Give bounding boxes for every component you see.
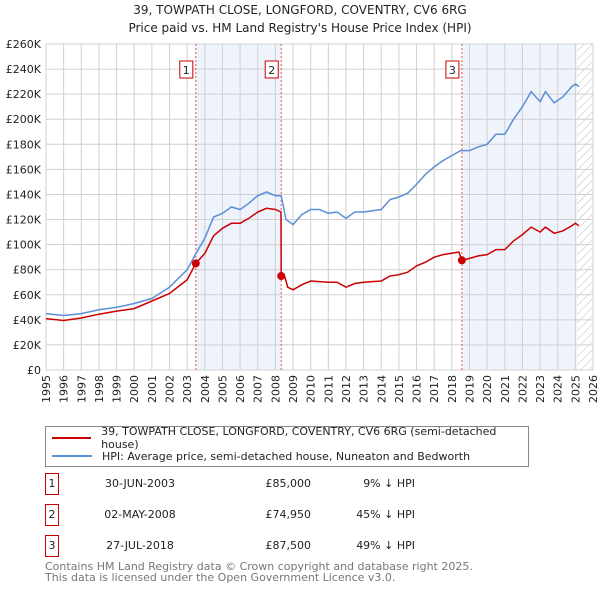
x-tick-label: 2015 <box>393 375 406 403</box>
transaction-price: £87,500 <box>265 539 312 552</box>
legend-label: HPI: Average price, semi-detached house,… <box>102 449 471 463</box>
sale-label-box <box>179 60 194 79</box>
sale-label-box <box>445 60 460 79</box>
x-tick-label: 2020 <box>481 375 494 403</box>
transaction-row: 2 02-MAY-2008 £74,950 45% ↓ HPI <box>45 504 565 526</box>
x-tick-label: 2000 <box>128 375 141 403</box>
y-tick-label: £220K <box>6 88 42 101</box>
x-tick-label: 2025 <box>569 375 582 403</box>
x-tick-label: 2004 <box>199 375 212 403</box>
sale-point <box>457 256 466 265</box>
y-tick-label: £0 <box>27 364 41 377</box>
legend: 39, TOWPATH CLOSE, LONGFORD, COVENTRY, C… <box>45 425 529 467</box>
y-tick-label: £80K <box>13 264 42 277</box>
transaction-date: 30-JUN-2003 <box>104 477 176 490</box>
legend-swatch-blue <box>52 455 92 457</box>
transaction-number: 2 <box>45 504 59 526</box>
sale-point <box>191 259 200 268</box>
sale-point <box>277 272 286 281</box>
sale-label-box <box>264 60 279 79</box>
x-tick-label: 2005 <box>216 375 229 403</box>
x-tick-label: 1998 <box>93 375 106 403</box>
y-tick-label: £120K <box>6 214 42 227</box>
x-tick-label: 2003 <box>181 375 194 403</box>
transaction-number: 1 <box>45 473 59 495</box>
x-tick-label: 2019 <box>463 375 476 403</box>
y-tick-label: £140K <box>6 188 42 201</box>
transaction-date: 02-MAY-2008 <box>104 508 176 521</box>
transaction-hpi-diff: 45% ↓ HPI <box>356 508 415 521</box>
transaction-number: 3 <box>45 535 59 557</box>
shaded-period <box>195 44 282 370</box>
x-tick-label: 1997 <box>75 375 88 403</box>
transaction-row: 3 27-JUL-2018 £87,500 49% ↓ HPI <box>45 535 565 557</box>
series-line <box>45 83 580 317</box>
footer-copyright: Contains HM Land Registry data © Crown c… <box>45 560 473 573</box>
y-tick-label: £100K <box>6 239 42 252</box>
x-tick-label: 2014 <box>375 375 388 403</box>
legend-label: 39, TOWPATH CLOSE, LONGFORD, COVENTRY, C… <box>101 425 497 451</box>
transaction-row: 1 30-JUN-2003 £85,000 9% ↓ HPI <box>45 473 565 495</box>
x-tick-label: 2006 <box>234 375 247 403</box>
x-tick-label: 2007 <box>252 375 265 403</box>
x-tick-label: 2016 <box>411 375 424 403</box>
y-tick-label: £180K <box>6 138 42 151</box>
transaction-price: £74,950 <box>265 508 312 521</box>
chart-subtitle: Price paid vs. HM Land Registry's House … <box>128 21 472 35</box>
x-tick-label: 2013 <box>358 375 371 403</box>
legend-item-property: 39, TOWPATH CLOSE, LONGFORD, COVENTRY, C… <box>52 425 528 451</box>
y-tick-label: £40K <box>13 314 42 327</box>
price-chart: £0 £20K £40K £60K £80K £100K £120K £140K £160K £1… <box>6 38 600 403</box>
y-tick-label: £160K <box>6 163 42 176</box>
x-tick-label: 1995 <box>40 375 53 403</box>
x-tick-label: 2009 <box>287 375 300 403</box>
footer-licence: This data is licensed under the Open Gov… <box>45 571 396 584</box>
transaction-price: £85,000 <box>265 477 312 490</box>
x-tick-label: 2001 <box>146 375 159 403</box>
transaction-hpi-diff: 49% ↓ HPI <box>356 539 415 552</box>
x-tick-label: 2012 <box>340 375 353 403</box>
x-tick-label: 2002 <box>164 375 177 403</box>
x-tick-label: 2010 <box>305 375 318 403</box>
chart-title: 39, TOWPATH CLOSE, LONGFORD, COVENTRY, C… <box>133 3 467 17</box>
x-tick-label: 2024 <box>552 375 565 403</box>
x-tick-label: 2021 <box>499 375 512 403</box>
legend-swatch-red <box>52 437 92 439</box>
x-tick-label: 2018 <box>446 375 459 403</box>
sale-label: 3 <box>449 64 456 77</box>
transaction-date: 27-JUL-2018 <box>106 539 174 552</box>
future-hatch-area <box>577 44 593 370</box>
sale-label: 2 <box>268 64 275 77</box>
y-tick-label: £60K <box>13 289 42 302</box>
y-tick-label: £200K <box>6 113 42 126</box>
y-tick-label: £20K <box>13 339 42 352</box>
y-tick-label: £240K <box>6 63 42 76</box>
x-tick-label: 2022 <box>516 375 529 403</box>
transaction-hpi-diff: 9% ↓ HPI <box>363 477 415 490</box>
legend-item-hpi: HPI: Average price, semi-detached house,… <box>52 448 470 464</box>
x-tick-label: 2011 <box>322 375 335 403</box>
x-tick-label: 1999 <box>111 375 124 403</box>
sale-label: 1 <box>183 64 190 77</box>
shaded-period <box>461 44 578 370</box>
y-tick-label: £260K <box>6 38 42 51</box>
x-tick-label: 1996 <box>58 375 71 403</box>
x-tick-label: 2026 <box>587 375 600 403</box>
x-tick-label: 2017 <box>428 375 441 403</box>
x-tick-label: 2023 <box>534 375 547 403</box>
x-tick-label: 2008 <box>269 375 282 403</box>
